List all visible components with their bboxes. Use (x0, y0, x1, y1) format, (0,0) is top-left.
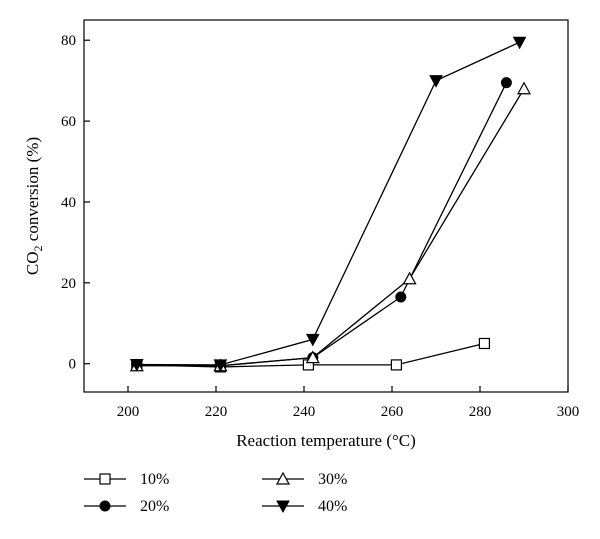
x-tick-label: 200 (117, 404, 140, 420)
legend-item: 20% (84, 498, 169, 515)
legend-marker (99, 473, 111, 485)
legend-marker (275, 471, 291, 485)
series-line (136, 82, 507, 367)
data-point (402, 271, 417, 285)
y-tick-label: 0 (69, 357, 77, 373)
x-tick-label: 220 (205, 404, 228, 420)
y-tick-label: 80 (61, 33, 76, 49)
data-point (516, 81, 532, 95)
data-point (429, 75, 443, 88)
series-40-percent (129, 36, 527, 372)
data-point (512, 36, 527, 50)
x-tick-label: 280 (469, 404, 492, 420)
x-tick-label: 260 (381, 404, 404, 420)
x-tick-label: 300 (557, 404, 580, 420)
legend-label: 10% (140, 471, 169, 488)
y-tick-label: 60 (61, 114, 76, 130)
legend-label: 30% (318, 471, 347, 488)
legend: 10% 20% 30% 40% (84, 471, 347, 515)
plot-frame (83, 19, 569, 393)
data-point (395, 291, 407, 303)
data-point (305, 333, 320, 347)
legend-marker (99, 500, 111, 512)
series-30-percent (129, 81, 532, 372)
legend-label: 40% (318, 498, 347, 515)
data-point (129, 359, 144, 372)
y-axis-ticks: 0 20 40 60 80 (61, 33, 90, 373)
series-line (136, 88, 525, 367)
y-tick-label: 20 (61, 276, 76, 292)
series-20-percent (131, 77, 512, 372)
y-axis-label: CO2 conversion (%) (23, 137, 45, 275)
data-point (478, 337, 490, 350)
data-point (213, 359, 228, 372)
x-tick-label: 240 (293, 404, 316, 420)
y-tick-label: 40 (61, 195, 76, 211)
data-point (390, 359, 402, 371)
legend-item: 10% (84, 471, 169, 488)
data-point (305, 350, 320, 364)
x-axis-label: Reaction temperature (°C) (236, 431, 416, 450)
legend-marker (276, 500, 290, 514)
data-point (500, 77, 512, 89)
legend-item: 40% (262, 498, 347, 515)
series-layer (129, 36, 532, 373)
series-line (136, 41, 520, 366)
legend-label: 20% (140, 498, 169, 515)
x-axis-ticks: 200 220 240 260 280 300 (117, 386, 580, 420)
legend-item: 30% (262, 471, 347, 488)
